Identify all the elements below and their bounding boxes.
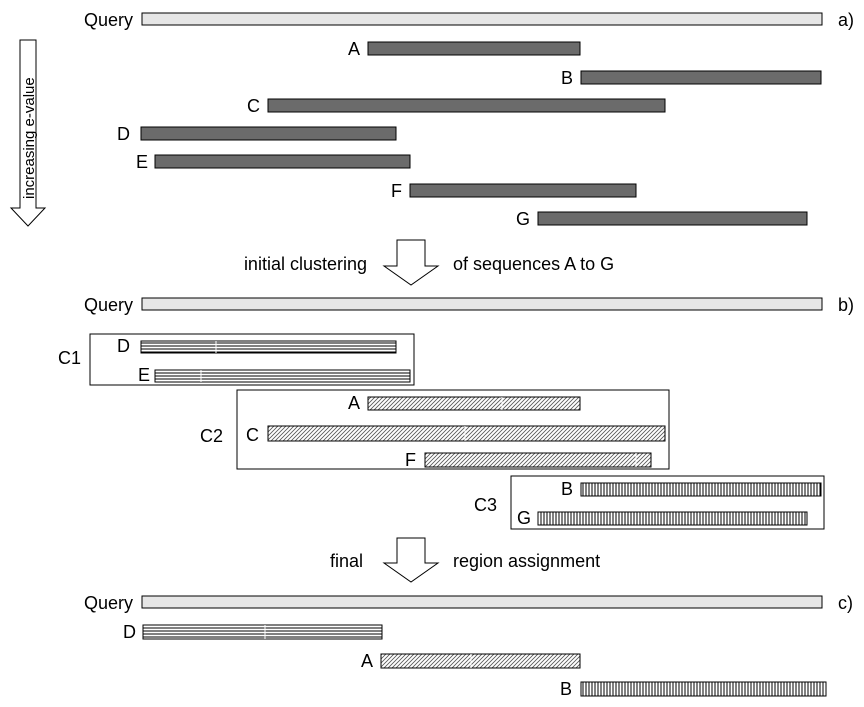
cluster-box-C1: [89, 333, 415, 386]
panel-marker-c: c): [838, 593, 853, 613]
seq-label-a-F: F: [391, 181, 402, 201]
seq-label-b-C: C: [246, 425, 259, 445]
query-bar-a: [141, 12, 823, 26]
query-label-b: Query: [84, 295, 133, 315]
query-bar-b: [141, 297, 823, 311]
query-label-a: Query: [84, 10, 133, 30]
hit-bar-E: [154, 154, 411, 169]
seq-label-c-A: A: [361, 651, 373, 671]
cluster-bar-F: [424, 452, 652, 468]
panel-marker-a: a): [838, 10, 854, 30]
clustering-right-label: of sequences A to G: [453, 254, 614, 274]
cluster-bar-D: [140, 340, 397, 354]
seq-label-b-F: F: [405, 450, 416, 470]
final-bar-D: [142, 624, 383, 640]
seq-label-b-A: A: [348, 393, 360, 413]
hit-bar-B: [580, 70, 822, 85]
cluster-bar-G: [537, 511, 808, 526]
hit-bar-G: [537, 211, 808, 226]
seq-label-b-G: G: [517, 508, 531, 528]
cluster-box-C2: [236, 389, 670, 470]
cluster-label-C3: C3: [474, 495, 497, 515]
cluster-label-C1: C1: [58, 348, 81, 368]
clustering-left-label: initial clustering: [244, 254, 367, 274]
assignment-left-label: final: [330, 551, 363, 571]
hit-bar-D: [140, 126, 397, 141]
down-arrow-icon-2: [382, 537, 440, 583]
final-bar-A: [380, 653, 581, 669]
panel-marker-b: b): [838, 295, 854, 315]
down-arrow-icon: [382, 239, 440, 286]
query-bar-c: [141, 595, 823, 609]
hit-bar-A: [367, 41, 581, 56]
seq-label-a-A: A: [348, 39, 360, 59]
cluster-label-C2: C2: [200, 426, 223, 446]
increasing-evalue-arrow: [9, 39, 47, 227]
seq-label-b-E: E: [138, 365, 150, 385]
side-arrow-label: increasing e-value: [21, 77, 38, 199]
final-bar-B: [580, 681, 827, 697]
cluster-bar-C: [267, 425, 666, 442]
cluster-bar-B: [580, 482, 822, 497]
seq-label-c-D: D: [123, 622, 136, 642]
seq-label-a-E: E: [136, 152, 148, 172]
seq-label-c-B: B: [560, 679, 572, 699]
hit-bar-C: [267, 98, 666, 113]
assignment-right-label: region assignment: [453, 551, 600, 571]
cluster-bar-A: [367, 396, 581, 411]
cluster-bar-E: [154, 369, 411, 383]
seq-label-a-B: B: [561, 68, 573, 88]
hit-bar-F: [409, 183, 637, 198]
seq-label-a-C: C: [247, 96, 260, 116]
seq-label-a-D: D: [117, 124, 130, 144]
query-label-c: Query: [84, 593, 133, 613]
seq-label-b-B: B: [561, 479, 573, 499]
seq-label-a-G: G: [516, 209, 530, 229]
seq-label-b-D: D: [117, 336, 130, 356]
cluster-box-C3: [510, 475, 825, 530]
